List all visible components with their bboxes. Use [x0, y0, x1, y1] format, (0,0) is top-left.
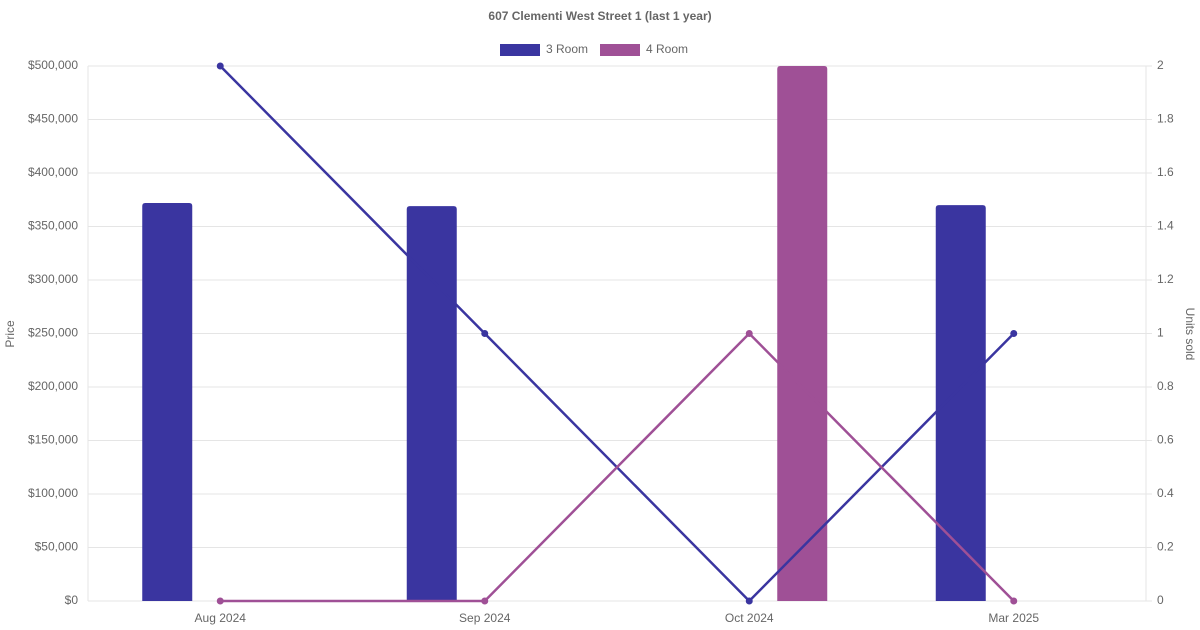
y2-tick-label: 1.8: [1157, 112, 1174, 126]
point: [216, 597, 224, 605]
y2-tick-label: 2: [1157, 58, 1164, 72]
bar: [406, 206, 457, 602]
chart-title: 607 Clementi West Street 1 (last 1 year): [488, 9, 711, 23]
legend-label: 3 Room: [546, 42, 588, 56]
line: [220, 331, 1015, 603]
bar: [935, 205, 986, 601]
y-axis-title: Price: [3, 320, 17, 348]
y-tick-label: $250,000: [28, 326, 78, 340]
y2-tick-label: 0.2: [1157, 540, 1174, 554]
point: [1010, 330, 1018, 337]
y-tick-label: $150,000: [28, 433, 78, 447]
point: [1010, 597, 1018, 605]
bar: [142, 202, 193, 601]
y-tick-label: $350,000: [28, 219, 78, 233]
legend-swatch[interactable]: [500, 44, 540, 56]
y-tick-label: $500,000: [28, 58, 78, 72]
y-tick-label: $200,000: [28, 379, 78, 393]
point: [745, 330, 753, 337]
point: [481, 597, 489, 605]
point: [216, 62, 224, 70]
x-tick-label: Sep 2024: [459, 611, 511, 625]
y2-tick-label: 1.6: [1157, 165, 1174, 179]
legend-swatch[interactable]: [600, 44, 640, 56]
y2-tick-label: 0.4: [1157, 486, 1174, 500]
y2-tick-label: 0.6: [1157, 433, 1174, 447]
y2-axis-title: Units sold: [1183, 308, 1197, 361]
legend-label: 4 Room: [646, 42, 688, 56]
y2-tick-label: 0.8: [1157, 379, 1174, 393]
x-tick-label: Oct 2024: [725, 611, 774, 625]
y-tick-label: $100,000: [28, 486, 78, 500]
y-tick-label: $300,000: [28, 272, 78, 286]
bar: [777, 66, 828, 601]
y2-tick-label: 1.2: [1157, 272, 1174, 286]
point: [745, 597, 753, 605]
y-tick-label: $50,000: [35, 540, 79, 554]
y2-tick-label: 1.4: [1157, 219, 1174, 233]
y2-tick-label: 0: [1157, 593, 1164, 607]
y-tick-label: $400,000: [28, 165, 78, 179]
y-tick-label: $0: [65, 593, 79, 607]
point: [481, 330, 489, 337]
x-tick-label: Aug 2024: [195, 611, 247, 625]
y-tick-label: $450,000: [28, 112, 78, 126]
x-tick-label: Mar 2025: [988, 611, 1039, 625]
y2-tick-label: 1: [1157, 326, 1164, 340]
